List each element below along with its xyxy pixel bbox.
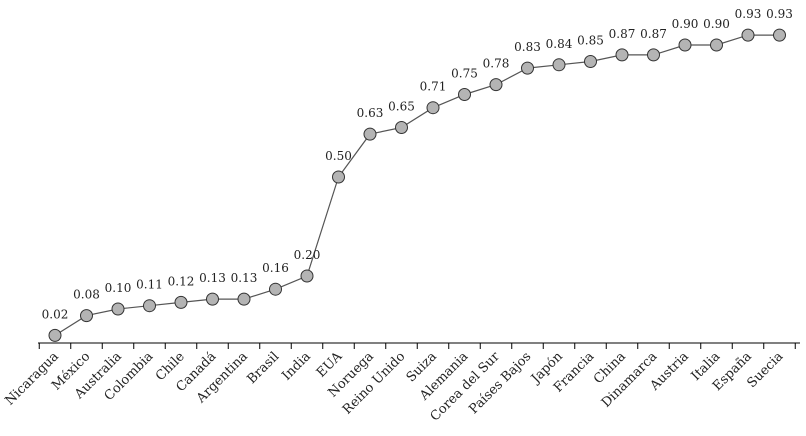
data-point [710, 38, 723, 52]
data-label: 0.02 [42, 307, 69, 321]
data-point [111, 302, 125, 316]
data-points [48, 28, 786, 342]
data-label: 0.71 [420, 80, 447, 94]
data-point [395, 121, 408, 134]
data-label: 0.12 [168, 274, 195, 288]
data-label: 0.63 [357, 106, 384, 120]
data-labels: 0.02 0.08 0.10 0.11 0.12 0.13 0.13 0.16 0.20 0.50… [42, 7, 793, 321]
data-point [521, 61, 534, 75]
data-point [363, 127, 377, 141]
data-point [48, 328, 62, 342]
data-label: 0.20 [294, 248, 321, 262]
data-point [552, 58, 566, 72]
x-tick-label: India [279, 349, 314, 384]
x-tick-label: Brasil [244, 349, 282, 387]
data-point [332, 170, 345, 184]
data-point [773, 28, 786, 42]
data-label: 0.93 [735, 7, 762, 21]
data-point [174, 295, 188, 309]
x-axis [38, 342, 800, 349]
series-line-layer [54, 34, 780, 336]
data-point [678, 38, 692, 52]
data-point [489, 78, 503, 92]
data-label: 0.13 [231, 271, 258, 285]
data-label: 0.83 [514, 40, 541, 54]
data-point [80, 309, 93, 323]
data-label: 0.93 [766, 7, 793, 21]
data-label: 0.78 [483, 57, 510, 71]
data-point [458, 88, 471, 101]
data-point [143, 299, 156, 313]
data-label: 0.50 [325, 149, 352, 163]
series-line [54, 34, 780, 336]
data-point [615, 48, 629, 62]
data-point [741, 28, 755, 42]
data-label: 0.90 [703, 17, 730, 31]
data-point [237, 292, 251, 306]
data-label: 0.08 [73, 288, 100, 302]
data-point [269, 282, 282, 296]
data-label: 0.87 [609, 27, 636, 41]
data-label: 0.13 [199, 271, 226, 285]
data-label: 0.90 [672, 17, 699, 31]
data-label: 0.75 [451, 67, 478, 81]
data-label: 0.16 [262, 261, 289, 275]
data-point [206, 292, 219, 306]
data-label: 0.10 [105, 281, 132, 295]
data-point [647, 48, 660, 62]
data-point [300, 269, 314, 283]
data-label: 0.65 [388, 100, 415, 114]
data-label: 0.11 [136, 278, 163, 292]
data-label: 0.84 [546, 37, 573, 51]
data-point [426, 101, 440, 115]
data-point [584, 55, 597, 68]
x-tick-labels: NicaraguaMéxicoAustraliaColombiaChileCan… [2, 349, 786, 425]
x-tick-label: Suecia [744, 349, 786, 391]
data-label: 0.87 [640, 27, 667, 41]
data-label: 0.85 [577, 34, 604, 48]
